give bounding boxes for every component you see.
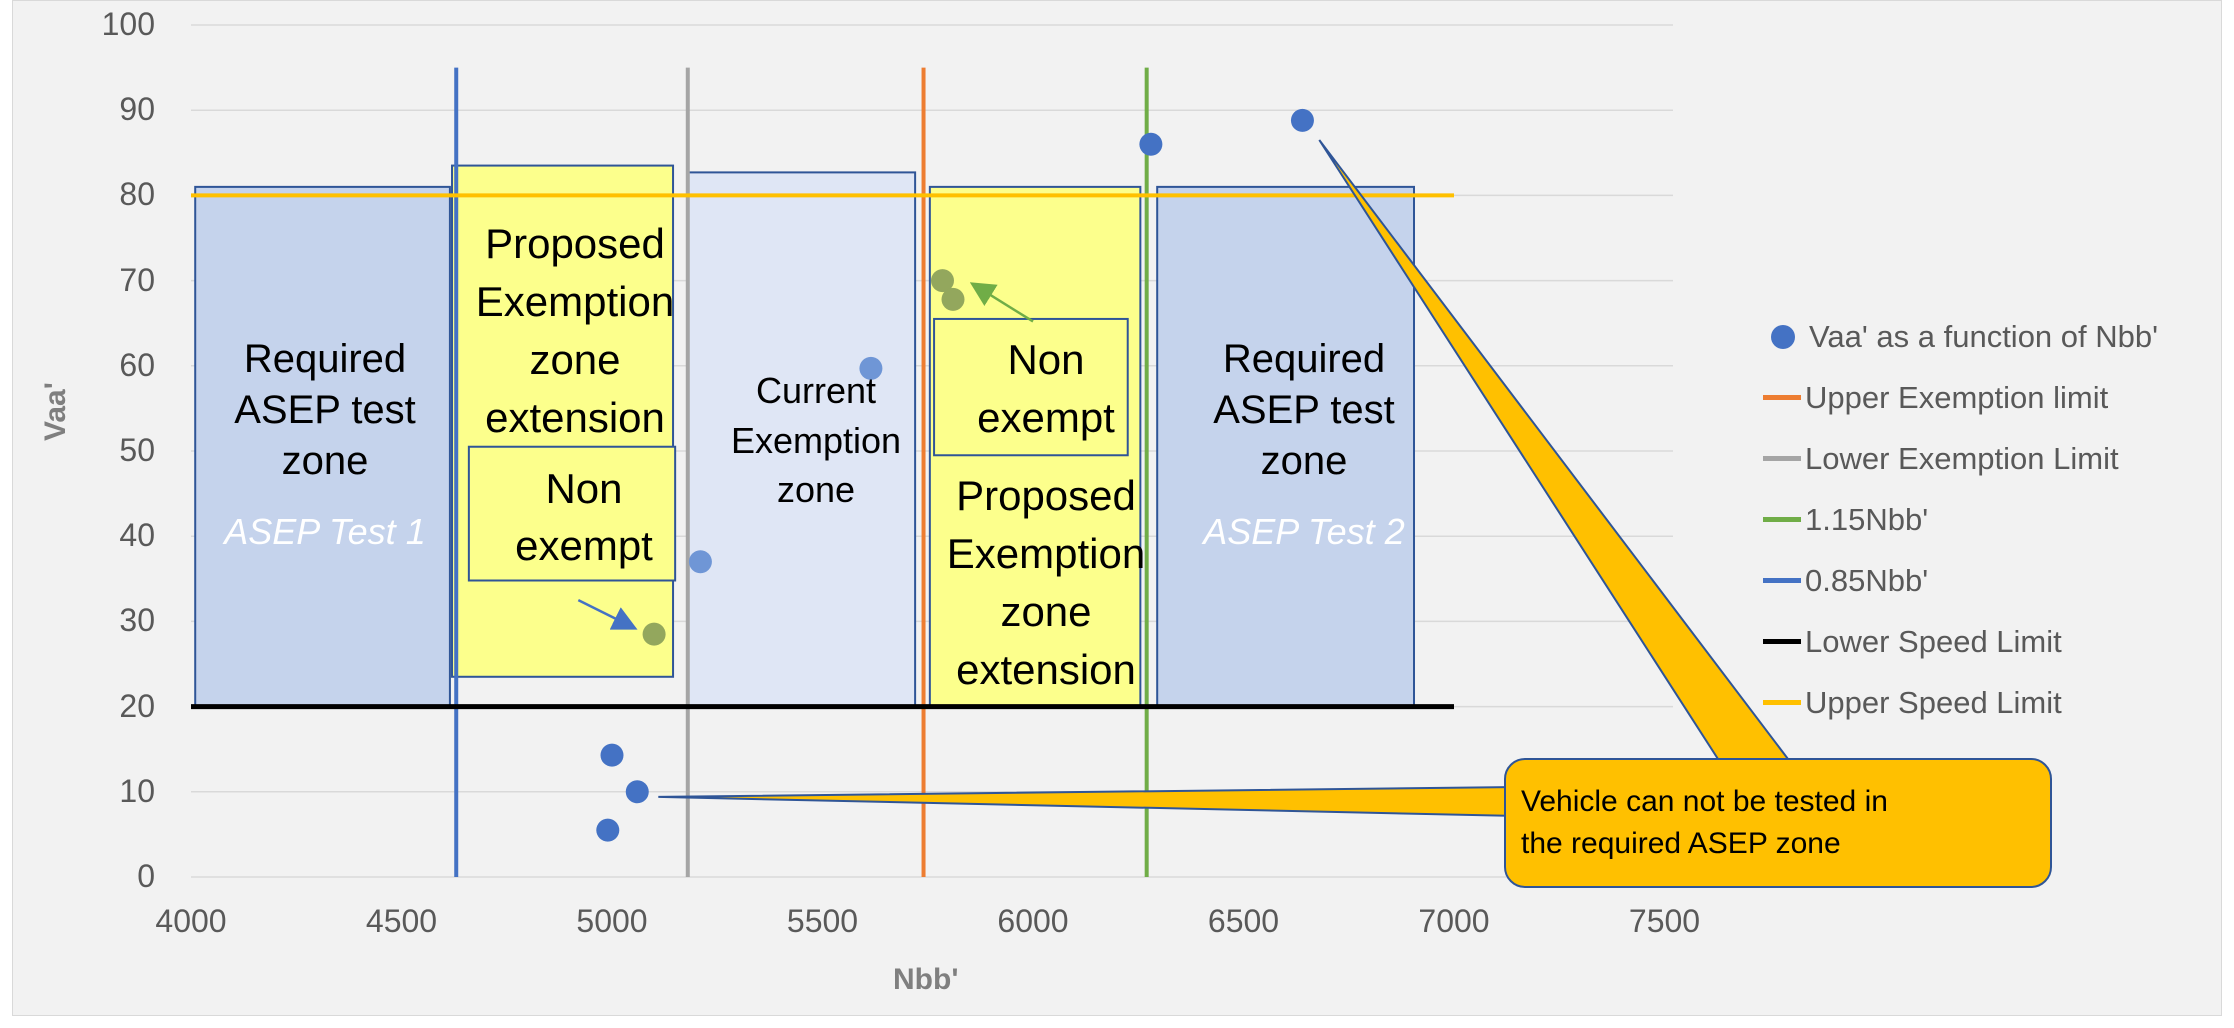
y-tick-label: 90: [119, 91, 155, 128]
zone-label-current: Current Exemption zone: [730, 370, 902, 511]
legend-label: Upper Speed Limit: [1805, 684, 2062, 720]
reference-lines: [191, 67, 1454, 877]
legend-item: 1.15Nbb': [1761, 489, 2231, 550]
legend-label: Lower Exemption Limit: [1805, 440, 2119, 476]
legend-item: 0.85Nbb': [1761, 550, 2231, 611]
chart-svg: [191, 24, 2052, 888]
legend-label: 0.85Nbb': [1805, 562, 1929, 598]
legend-item: Lower Exemption Limit: [1761, 428, 2231, 489]
data-point: [1290, 108, 1314, 132]
annotation-arrow: [969, 282, 1034, 323]
zone-label-non-exempt-2: Non exempt: [977, 336, 1115, 441]
x-axis-title: Nbb': [893, 963, 959, 996]
zone-label-non-exempt-1: Non exempt: [515, 465, 653, 569]
x-tick-label: 4000: [155, 903, 227, 939]
zone-sublabel-asep-test-2: ASEP Test 2: [1203, 511, 1405, 552]
x-tick-label: 4500: [365, 903, 438, 939]
callout: [658, 139, 2052, 888]
data-point: [596, 818, 620, 842]
legend-item: Upper Speed Limit: [1761, 672, 2231, 733]
legend-marker-line: [1763, 395, 1801, 400]
data-point: [642, 622, 666, 646]
legend-label: Lower Speed Limit: [1805, 623, 2062, 659]
zone-label-proposed-1: Proposed Exemption zone extension: [475, 220, 675, 441]
data-point: [625, 780, 649, 804]
x-tick-label: 5500: [786, 903, 859, 939]
zone-label-required-1: Required ASEP test zone: [234, 337, 416, 484]
x-tick-label: 7000: [1418, 903, 1490, 939]
legend-marker-line: [1763, 456, 1801, 461]
legend-marker-line: [1763, 578, 1801, 583]
data-point: [600, 743, 624, 767]
data-point: [930, 269, 954, 293]
legend-item: Upper Exemption limit: [1761, 367, 2231, 428]
zone-current: [686, 171, 917, 708]
callout-text: Vehicle can not be tested in the require…: [1521, 785, 1888, 860]
y-tick-label: 50: [119, 432, 155, 468]
data-point: [859, 356, 883, 380]
y-tick-label: 60: [119, 346, 155, 383]
y-tick-label: 40: [119, 517, 155, 554]
x-tick-label: 6000: [997, 903, 1069, 939]
legend-item: Vaa' as a function of Nbb': [1761, 306, 2231, 367]
legend-label: Upper Exemption limit: [1805, 379, 2109, 415]
x-tick-label: 6500: [1207, 903, 1280, 939]
annotation-arrows: [577, 282, 1034, 630]
data-point: [941, 287, 965, 311]
y-tick-label: 0: [137, 858, 155, 894]
legend-marker-line: [1763, 700, 1801, 705]
zone-non-exempt-1: [467, 445, 677, 582]
data-point: [1139, 132, 1163, 156]
scatter-points: [596, 108, 1314, 842]
legend: Vaa' as a function of Nbb' Upper Exemptio…: [1761, 306, 2231, 733]
callout-box-fill: [1507, 761, 2049, 885]
chart-area: 0 10 20 30 40 50 60 70 80 90 100 4000 4500 5000 5500 6…: [12, 0, 2222, 1016]
zones: [194, 164, 1416, 708]
y-tick-label: 70: [119, 261, 155, 298]
legend-label: Vaa' as a function of Nbb': [1809, 318, 2159, 354]
legend-label: 1.15Nbb': [1805, 501, 1929, 537]
annotation-arrow: [577, 598, 638, 630]
legend-marker-dot: [1771, 324, 1795, 349]
y-axis-title: Vaa': [39, 382, 72, 441]
data-point: [688, 550, 712, 574]
zone-label-required-2: Required ASEP test zone: [1213, 337, 1395, 484]
x-tick-label: 7500: [1628, 903, 1701, 939]
legend-marker-line: [1763, 517, 1801, 522]
y-tick-label: 20: [119, 687, 155, 724]
zone-required-2: [1156, 185, 1416, 708]
y-tick-label: 100: [101, 6, 155, 42]
y-tick-label: 30: [119, 602, 155, 639]
zone-required-1: [194, 185, 451, 708]
x-tick-label: 5000: [576, 903, 648, 939]
legend-marker-line: [1763, 639, 1801, 644]
zone-proposed-1: [451, 164, 675, 678]
y-tick-label: 10: [119, 772, 155, 809]
zone-label-proposed-2: Proposed Exemption zone extension: [946, 472, 1146, 693]
y-tick-label: 80: [119, 176, 155, 213]
zone-sublabel-asep-test-1: ASEP Test 1: [224, 511, 426, 552]
legend-item: Lower Speed Limit: [1761, 611, 2231, 672]
